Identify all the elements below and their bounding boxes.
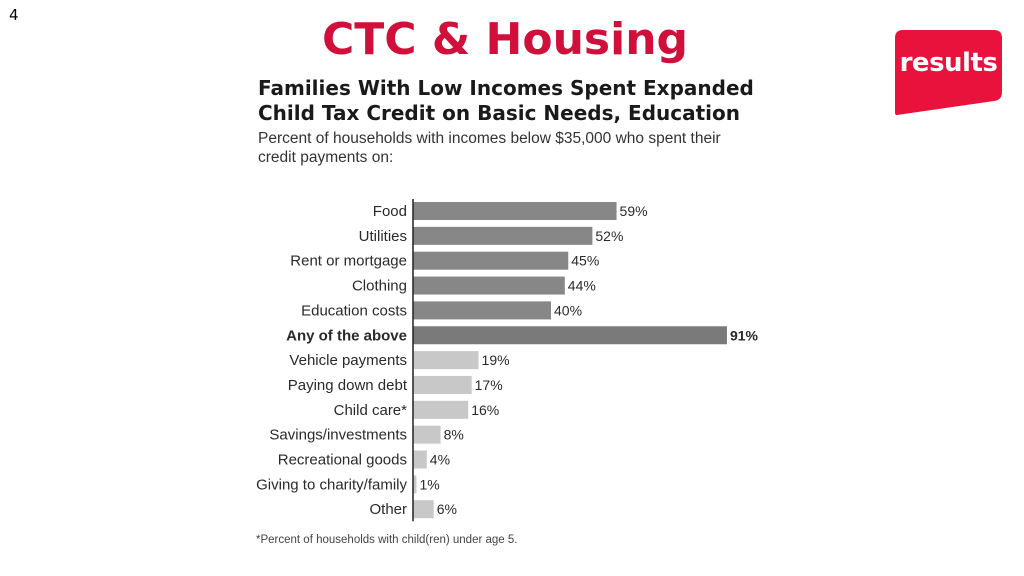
- data-label: 44%: [568, 278, 596, 294]
- data-label: 91%: [730, 327, 759, 343]
- category-label: Giving to charity/family: [256, 476, 407, 493]
- chart-title: Families With Low Incomes Spent Expanded…: [258, 76, 754, 125]
- bar: [413, 475, 417, 494]
- bar: [413, 301, 551, 320]
- data-label: 59%: [620, 203, 648, 219]
- logo-badge-shape: [895, 30, 1002, 115]
- bar: [413, 202, 617, 220]
- bar: [413, 425, 441, 444]
- bar: [413, 276, 565, 295]
- bar: [413, 500, 434, 519]
- data-label: 17%: [475, 377, 503, 393]
- bar: [413, 375, 472, 394]
- slide-number: 4: [9, 6, 19, 24]
- bar: [413, 400, 469, 419]
- logo-text: results: [899, 48, 998, 78]
- category-label: Child care*: [334, 402, 408, 419]
- category-label: Paying down debt: [288, 377, 408, 394]
- data-label: 45%: [571, 253, 599, 269]
- chart-subtitle: Percent of households with incomes below…: [258, 130, 721, 166]
- category-label: Other: [369, 501, 407, 518]
- category-label: Clothing: [352, 278, 407, 295]
- category-label: Any of the above: [286, 327, 407, 344]
- category-label: Utilities: [359, 228, 407, 245]
- data-label: 6%: [437, 501, 457, 517]
- category-label: Recreational goods: [278, 452, 407, 469]
- bar: [413, 351, 479, 370]
- chart-footnote: *Percent of households with child(ren) u…: [256, 534, 518, 546]
- category-label: Food: [373, 203, 407, 220]
- bar: [413, 251, 569, 270]
- bar: [413, 326, 727, 345]
- data-label: 4%: [430, 452, 450, 468]
- data-label: 8%: [444, 427, 464, 443]
- slide-title: CTC & Housing: [321, 14, 689, 65]
- data-label: 16%: [471, 402, 499, 418]
- category-label: Savings/investments: [269, 427, 407, 444]
- bar: [413, 226, 593, 245]
- data-label: 1%: [419, 476, 439, 492]
- data-label: 19%: [482, 352, 510, 368]
- data-label: 52%: [595, 228, 623, 244]
- data-label: 40%: [554, 302, 582, 318]
- category-label: Vehicle payments: [289, 352, 407, 369]
- category-label: Rent or mortgage: [290, 253, 407, 270]
- category-label: Education costs: [301, 302, 407, 319]
- bar: [413, 450, 427, 469]
- results-logo: results: [895, 30, 1002, 115]
